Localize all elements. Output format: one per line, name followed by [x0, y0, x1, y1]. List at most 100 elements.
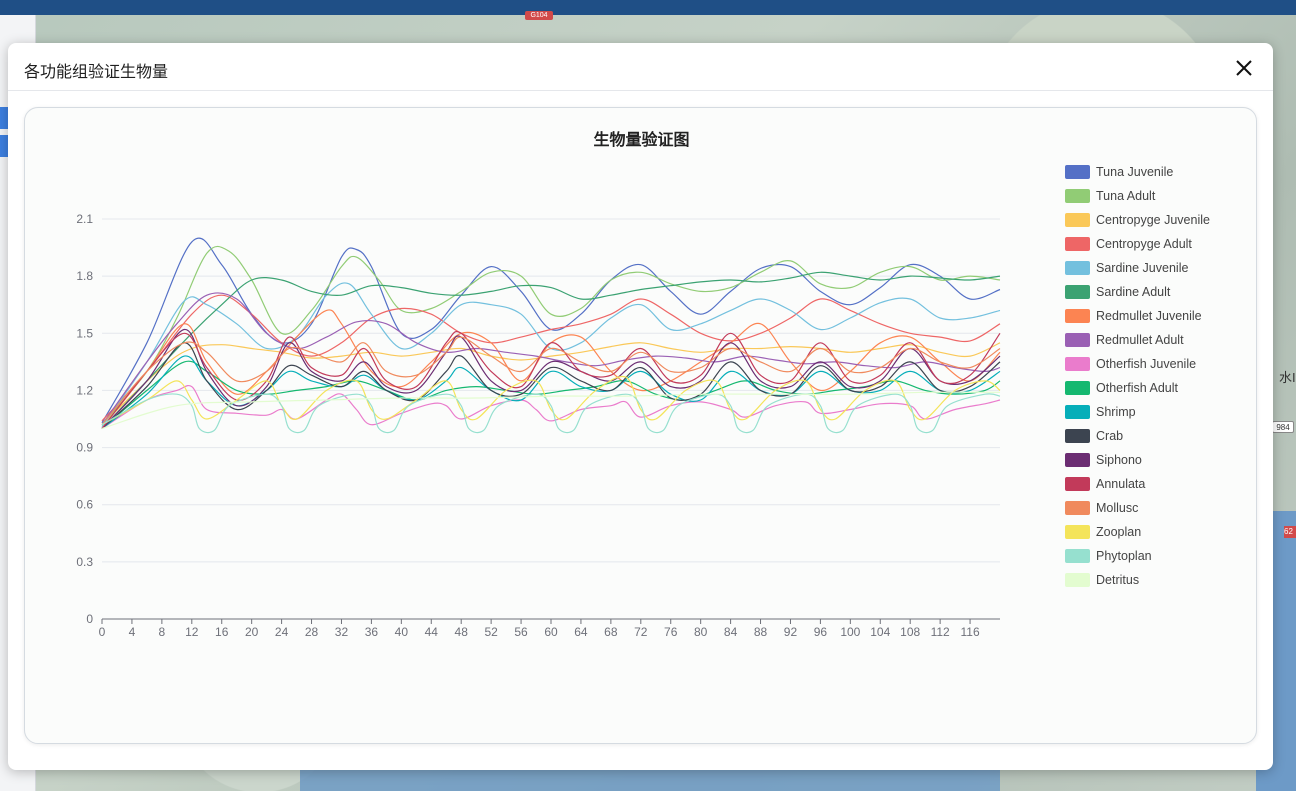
legend-item[interactable]: Detritus — [1065, 568, 1210, 592]
x-tick-label: 76 — [664, 625, 678, 639]
x-tick-label: 88 — [754, 625, 768, 639]
y-tick-label: 0.3 — [76, 555, 93, 569]
x-tick-label: 100 — [840, 625, 860, 639]
legend-item[interactable]: Sardine Juvenile — [1065, 256, 1210, 280]
x-tick-label: 36 — [365, 625, 379, 639]
x-tick-label: 52 — [484, 625, 498, 639]
biomass-line-chart: 00.30.60.91.21.51.82.10 4 8 12 16 20 24 28 32 36 4… — [76, 212, 1001, 639]
legend-label: Zooplan — [1096, 525, 1142, 539]
y-tick-label: 2.1 — [76, 212, 93, 226]
y-tick-label: 1.8 — [76, 269, 93, 283]
legend-label: Tuna Adult — [1096, 189, 1156, 203]
legend-item[interactable]: Shrimp — [1065, 400, 1210, 424]
x-tick-label: 56 — [514, 625, 528, 639]
x-tick-label: 104 — [870, 625, 890, 639]
legend-label: Shrimp — [1096, 405, 1136, 419]
legend-item[interactable]: Otherfish Juvenile — [1065, 352, 1210, 376]
x-tick-label: 40 — [395, 625, 409, 639]
legend-swatch — [1065, 381, 1090, 395]
series-line-tuna-adult[interactable] — [101, 245, 1001, 426]
legend-label: Detritus — [1096, 573, 1140, 587]
chart-legend: Tuna Juvenile Tuna Adult Centropyge Juveni… — [1065, 160, 1210, 592]
x-tick-label: 108 — [900, 625, 920, 639]
legend-item[interactable]: Phytoplan — [1065, 544, 1210, 568]
legend-swatch — [1065, 237, 1090, 251]
legend-label: Phytoplan — [1096, 549, 1152, 563]
legend-label: Tuna Juvenile — [1096, 165, 1174, 179]
legend-label: Otherfish Adult — [1096, 381, 1178, 395]
x-tick-label: 0 — [99, 625, 106, 639]
legend-item[interactable]: Sardine Adult — [1065, 280, 1210, 304]
x-tick-label: 32 — [335, 625, 349, 639]
legend-swatch — [1065, 261, 1090, 275]
series-line-centropyge-juvenile[interactable] — [101, 342, 1001, 426]
x-tick-label: 8 — [159, 625, 166, 639]
close-icon[interactable] — [1233, 57, 1255, 79]
x-tick-label: 116 — [960, 625, 979, 639]
series-line-mollusc[interactable] — [101, 336, 1001, 426]
x-tick-label: 44 — [425, 625, 439, 639]
x-tick-label: 16 — [215, 625, 229, 639]
y-tick-label: 0 — [86, 612, 93, 626]
series-line-redmullet-adult[interactable] — [101, 292, 1001, 426]
legend-swatch — [1065, 189, 1090, 203]
legend-item[interactable]: Redmullet Juvenile — [1065, 304, 1210, 328]
series-line-detritus[interactable] — [101, 391, 1001, 430]
legend-item[interactable]: Centropyge Juvenile — [1065, 208, 1210, 232]
x-tick-label: 68 — [604, 625, 618, 639]
legend-swatch — [1065, 357, 1090, 371]
chart-title: 生物量验证图 — [593, 132, 690, 149]
legend-swatch — [1065, 453, 1090, 467]
legend-label: Sardine Juvenile — [1096, 261, 1189, 275]
x-tick-label: 60 — [544, 625, 558, 639]
series-line-otherfish-juvenile[interactable] — [101, 384, 1001, 430]
legend-label: Redmullet Juvenile — [1096, 309, 1202, 323]
x-tick-label: 28 — [305, 625, 319, 639]
x-tick-label: 12 — [185, 625, 199, 639]
legend-swatch — [1065, 405, 1090, 419]
series-line-zooplan[interactable] — [101, 375, 1001, 426]
x-tick-label: 20 — [245, 625, 259, 639]
legend-item[interactable]: Otherfish Adult — [1065, 376, 1210, 400]
legend-label: Redmullet Adult — [1096, 333, 1184, 347]
series-line-sardine-adult[interactable] — [101, 271, 1001, 429]
legend-item[interactable]: Tuna Adult — [1065, 184, 1210, 208]
series-line-phytoplan[interactable] — [101, 393, 1001, 434]
series-line-centropyge-adult[interactable] — [101, 294, 1001, 422]
legend-item[interactable]: Mollusc — [1065, 496, 1210, 520]
legend-label: Centropyge Adult — [1096, 237, 1192, 251]
y-tick-label: 1.2 — [76, 383, 93, 397]
y-tick-label: 1.5 — [76, 326, 93, 340]
legend-label: Crab — [1096, 429, 1124, 443]
dialog-title: 各功能组验证生物量 — [24, 64, 169, 81]
legend-swatch — [1065, 165, 1090, 179]
legend-item[interactable]: Crab — [1065, 424, 1210, 448]
legend-swatch — [1065, 333, 1090, 347]
legend-item[interactable]: Redmullet Adult — [1065, 328, 1210, 352]
x-tick-label: 92 — [784, 625, 798, 639]
legend-swatch — [1065, 429, 1090, 443]
y-tick-label: 0.6 — [76, 498, 93, 512]
x-tick-label: 96 — [814, 625, 828, 639]
road-badge-984: 984 — [1272, 421, 1294, 433]
legend-swatch — [1065, 477, 1090, 491]
legend-item[interactable]: Zooplan — [1065, 520, 1210, 544]
legend-item[interactable]: Centropyge Adult — [1065, 232, 1210, 256]
legend-item[interactable]: Tuna Juvenile — [1065, 160, 1210, 184]
biomass-dialog: 各功能组验证生物量 生物量验证图 0 0.3 0.6 0.9 1.2 1.5 1.8 2.1 0… — [8, 43, 1273, 770]
legend-label: Sardine Adult — [1096, 285, 1171, 299]
legend-swatch — [1065, 549, 1090, 563]
legend-item[interactable]: Siphono — [1065, 448, 1210, 472]
series-line-tuna-juvenile[interactable] — [101, 237, 1001, 424]
legend-item[interactable]: Annulata — [1065, 472, 1210, 496]
legend-label: Siphono — [1096, 453, 1142, 467]
road-badge: G104 — [525, 11, 553, 20]
legend-label: Otherfish Juvenile — [1096, 357, 1197, 371]
map-place-label: 水I — [1279, 370, 1296, 385]
series-line-siphono[interactable] — [101, 328, 1001, 429]
chart-card: 生物量验证图 0 0.3 0.6 0.9 1.2 1.5 1.8 2.1 0 4 8 12 16 20 24… — [24, 107, 1257, 744]
left-panel-button[interactable] — [0, 107, 8, 129]
left-panel-button[interactable] — [0, 135, 8, 157]
series-line-redmullet-juvenile[interactable] — [101, 309, 1001, 429]
legend-swatch — [1065, 501, 1090, 515]
